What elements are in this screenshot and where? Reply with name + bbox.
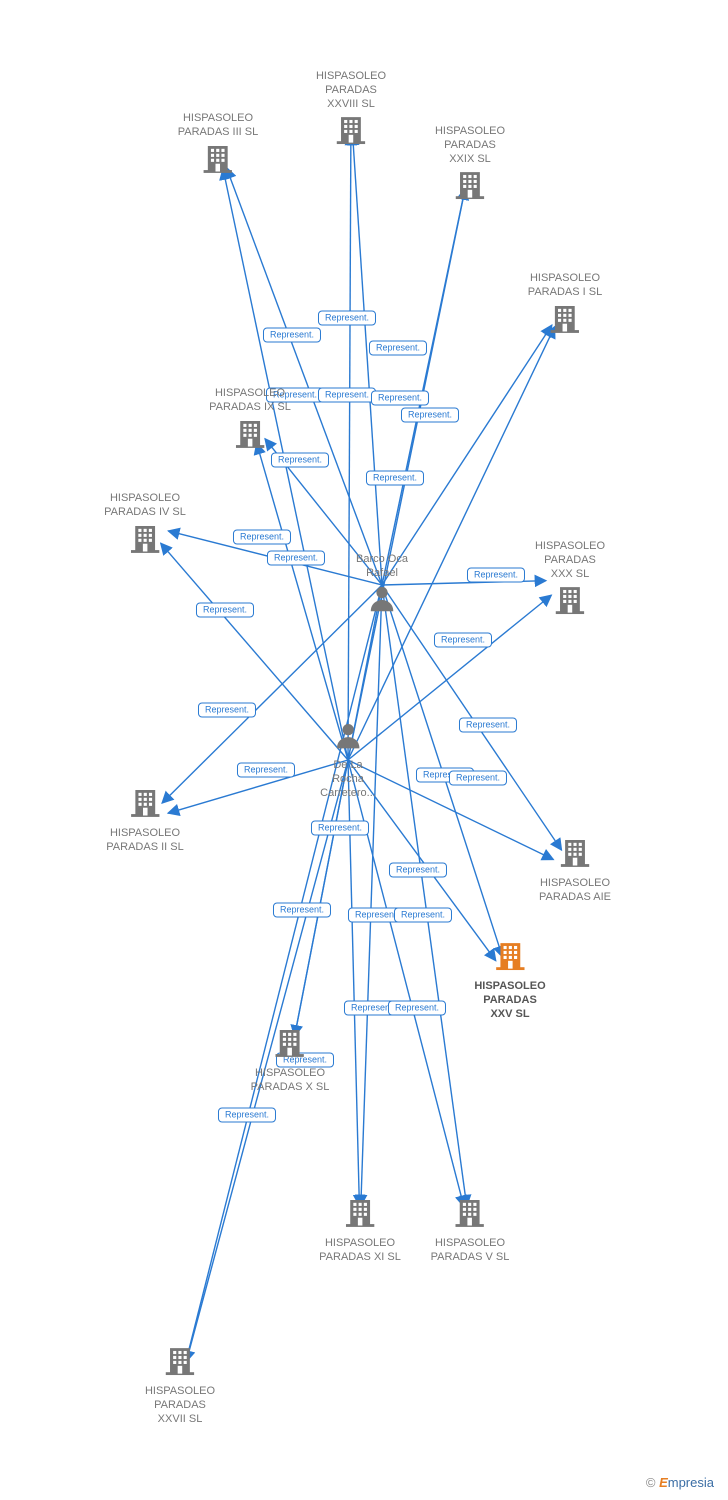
brand-rest: mpresia [668, 1475, 714, 1490]
edge-label: Represent. [311, 821, 369, 836]
copyright-symbol: © [646, 1475, 656, 1490]
edge-label: Represent. [318, 388, 376, 403]
edge-label: Represent. [369, 341, 427, 356]
edge-label: Represent. [267, 551, 325, 566]
edge-label: Represent. [434, 633, 492, 648]
edge-label: Represent. [394, 908, 452, 923]
edges-layer [0, 0, 728, 1500]
edge-label: Represent. [237, 763, 295, 778]
edge-label: Represent. [467, 568, 525, 583]
edge-label: Represent. [218, 1108, 276, 1123]
edge-label: Represent. [233, 530, 291, 545]
edge-label: Represent. [273, 903, 331, 918]
edge-label: Represent. [263, 328, 321, 343]
edge [382, 325, 552, 585]
edge [348, 134, 351, 760]
edge-label: Represent. [198, 703, 256, 718]
edge-label: Represent. [266, 388, 324, 403]
edge [382, 585, 467, 1206]
edge-label: Represent. [389, 863, 447, 878]
edge-label: Represent. [318, 311, 376, 326]
copyright: © Empresia [646, 1475, 714, 1490]
edge-label: Represent. [366, 471, 424, 486]
edge-label: Represent. [196, 603, 254, 618]
brand-initial: E [659, 1475, 668, 1490]
edge-label: Represent. [459, 718, 517, 733]
edge [186, 585, 382, 1362]
edge-label: Represent. [401, 408, 459, 423]
edge [161, 543, 348, 760]
edge-label: Represent. [276, 1053, 334, 1068]
edge-label: Represent. [449, 771, 507, 786]
edge-label: Represent. [388, 1001, 446, 1016]
network-diagram: Represent.Represent.Represent.Represent.… [0, 0, 728, 1500]
edge-label: Represent. [271, 453, 329, 468]
edge [257, 443, 348, 760]
edge-label: Represent. [371, 391, 429, 406]
